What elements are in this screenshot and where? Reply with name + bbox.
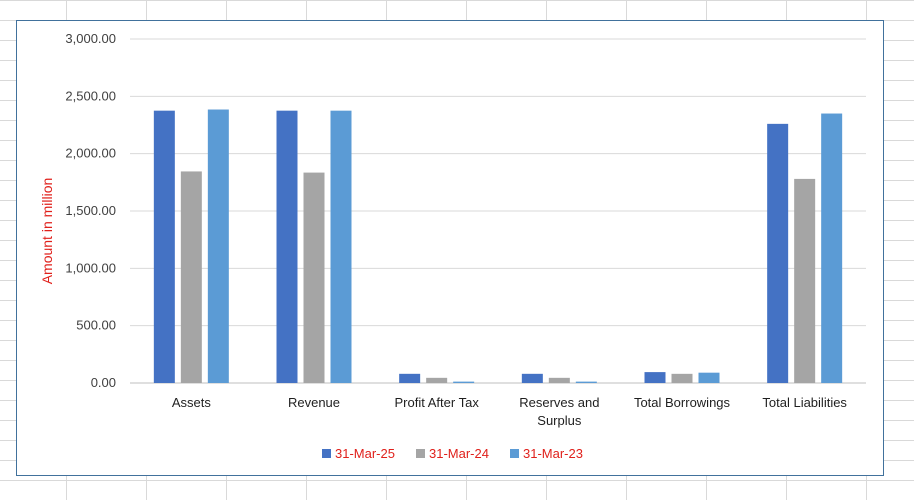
x-category-label: Total Borrowings [634,395,731,410]
legend-label: 31-Mar-23 [523,446,583,461]
legend-label: 31-Mar-25 [335,446,395,461]
y-tick-label: 1,000.00 [65,260,116,275]
x-category-label: Total Liabilities [762,395,847,410]
bar [794,178,816,383]
y-tick-label: 2,500.00 [65,88,116,103]
bar [698,372,720,383]
bar [671,373,693,383]
bar [521,373,543,383]
bar [153,110,175,384]
legend-swatch [416,449,425,458]
x-category-label: Assets [172,395,212,410]
bar [330,110,352,384]
bar [575,381,597,383]
bar [207,109,229,384]
legend-swatch [322,449,331,458]
bar [821,113,843,384]
y-tick-label: 2,000.00 [65,146,116,161]
bar [644,372,666,383]
bar [426,377,448,383]
bar [548,377,570,383]
bar [767,123,789,383]
x-category-label: Reserves and [519,395,599,410]
x-category-label: Profit After Tax [395,395,480,410]
y-tick-label: 1,500.00 [65,203,116,218]
y-tick-label: 3,000.00 [65,31,116,46]
x-category-label: Revenue [288,395,340,410]
legend-label: 31-Mar-24 [429,446,489,461]
bar [453,381,475,383]
y-axis-label: Amount in million [39,178,55,285]
bar [276,110,298,384]
bar [399,373,421,383]
bar [180,171,202,383]
legend-swatch [510,449,519,458]
y-tick-label: 500.00 [76,318,116,333]
y-tick-label: 0.00 [91,375,116,390]
x-category-label: Surplus [537,413,582,428]
bar [303,172,325,383]
